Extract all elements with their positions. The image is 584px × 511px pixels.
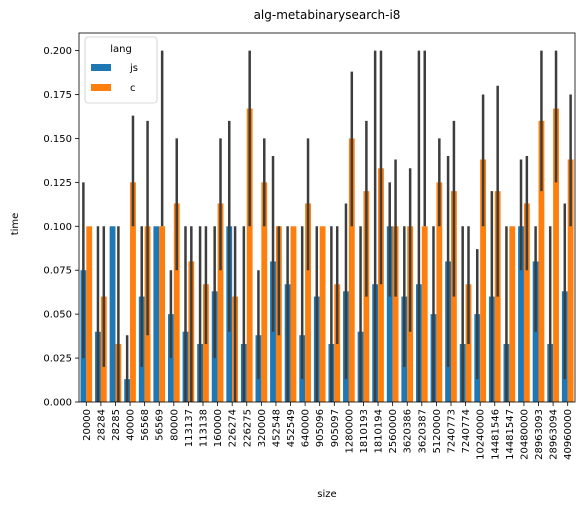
x-tick-label: 28284 [96,409,107,441]
bar-c-905096 [319,226,326,402]
bar-c-10240000 [480,159,487,402]
bar-js-56569 [153,226,160,402]
bar-c-80000 [173,203,180,402]
x-tick-label: 452548 [271,409,282,447]
x-tick-label: 28285 [111,409,122,441]
plot-area [80,50,574,403]
legend-label-c: c [130,83,136,94]
legend-title: lang [110,44,132,55]
bar-c-2560000 [392,226,399,402]
y-tick-label: 0.100 [43,222,72,233]
axes: 0.000 0.025 0.050 0.075 0.100 0.125 0.150 0.175… [43,32,576,460]
x-tick-label: 1810193 [359,409,370,454]
x-tick-label: 28963093 [534,409,545,460]
bar-c-1810194 [378,168,384,402]
x-tick-label: 905096 [315,409,326,447]
x-tick-label: 113138 [199,409,210,447]
bar-js-28285 [109,226,116,402]
y-tick-label: 0.150 [43,134,72,145]
x-tick-label: 226274 [228,409,239,447]
x-tick-label: 14481547 [505,409,516,460]
x-axis-label: size [317,489,336,500]
x-tick-label: 20000 [82,409,93,441]
x-tick-label: 7240774 [461,409,472,454]
y-tick-label: 0.125 [43,178,72,189]
bar-c-3620387 [421,226,428,402]
x-tick-label: 28963094 [549,409,560,460]
legend-swatch-js [91,64,111,71]
x-tick-label: 40960000 [563,409,574,460]
x-tick-label: 56569 [155,409,166,441]
y-tick-label: 0.000 [43,398,72,409]
legend-label-js: js [129,63,138,74]
bar-c-14481547 [509,226,516,402]
legend-swatch-c [91,84,111,91]
x-tick-label: 160000 [213,409,224,447]
bar-c-160000 [217,203,224,402]
y-tick-label: 0.175 [43,90,72,101]
bar-c-452549 [290,226,297,402]
x-tick-label: 10240000 [476,409,487,460]
x-tick-label: 1810194 [374,409,385,454]
bar-c-640000 [305,203,311,402]
x-tick-label: 452549 [286,409,297,447]
axes-frame [78,32,576,403]
x-tick-label: 7240773 [447,409,458,454]
y-tick-label: 0.075 [43,266,72,277]
x-tick-label: 320000 [257,409,268,447]
x-tick-label: 5120000 [432,409,443,454]
x-tick-label: 14481546 [490,409,501,460]
x-tick-label: 40000 [126,409,137,441]
bar-c-226275 [246,108,253,403]
legend: lang js c [84,36,158,104]
chart-title: alg-metabinarysearch-i8 [254,8,401,22]
bar-c-28963094 [553,108,559,403]
x-tick-label: 226275 [242,409,253,447]
bar-c-56569 [159,226,166,402]
bar-c-28963093 [538,120,545,402]
y-tick-label: 0.050 [43,310,72,321]
y-axis-label: time [10,213,21,236]
x-tick-label: 56568 [140,409,151,441]
x-tick-label: 905097 [330,409,341,447]
bar-js-2560000 [386,226,393,402]
bar-c-20480000 [523,203,530,402]
x-tick-label: 1280000 [344,409,355,454]
bar-c-40000 [130,182,136,402]
x-tick-label: 640000 [301,409,312,447]
y-tick-label: 0.200 [43,46,72,57]
bar-js-20480000 [518,226,524,402]
bar-c-40960000 [567,159,574,402]
bar-c-5120000 [436,182,443,402]
x-tick-label: 3620387 [417,409,428,454]
bar-c-20000 [86,226,93,402]
x-tick-label: 80000 [169,409,180,441]
bar-c-1280000 [348,138,355,402]
x-tick-label: 113137 [184,409,195,447]
y-tick-label: 0.025 [43,354,72,365]
bar-c-320000 [261,182,268,402]
x-tick-label: 2560000 [388,409,399,454]
x-tick-label: 3620386 [403,409,414,454]
x-tick-label: 20480000 [519,409,530,460]
